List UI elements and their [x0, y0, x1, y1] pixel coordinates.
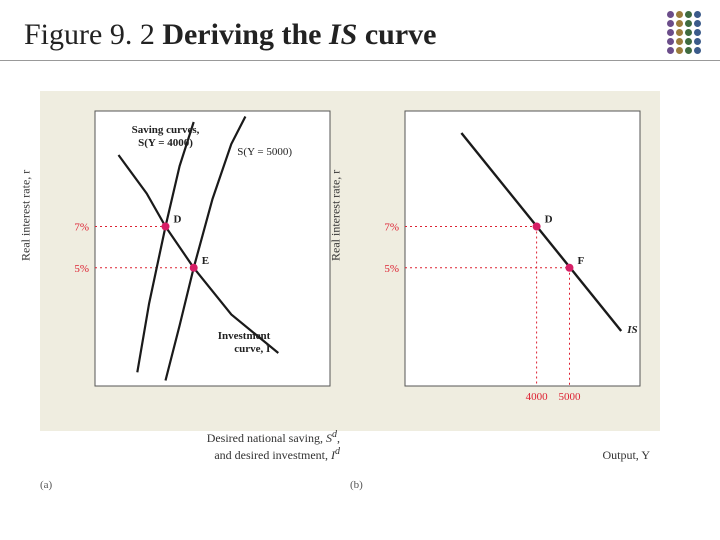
svg-text:4000: 4000 — [526, 391, 549, 403]
svg-text:5%: 5% — [74, 263, 89, 275]
panel-b-xlabel: Output, Y — [602, 448, 650, 463]
svg-text:S(Y = 5000): S(Y = 5000) — [237, 146, 292, 158]
svg-text:7%: 7% — [74, 222, 89, 234]
figure-title: Figure 9. 2 Deriving the IS curve — [24, 18, 696, 52]
title-italic: IS — [329, 18, 357, 51]
panel-a-tag: (a) — [40, 479, 52, 491]
svg-text:IS: IS — [626, 324, 637, 336]
svg-text:S(Y = 4000): S(Y = 4000) — [138, 137, 193, 149]
svg-text:Investment: Investment — [218, 330, 271, 342]
svg-text:D: D — [174, 214, 182, 226]
svg-text:F: F — [578, 255, 585, 267]
title-bold2: curve — [357, 18, 436, 51]
title-bar: Figure 9. 2 Deriving the IS curve — [0, 0, 720, 61]
svg-text:7%: 7% — [384, 222, 399, 234]
panel-b-tag: (b) — [350, 479, 363, 491]
decorative-dots — [666, 10, 702, 55]
panel-a: Real interest rate, r Desired national s… — [40, 91, 350, 431]
panel-a-xlabel: Desired national saving, Sd,and desired … — [140, 429, 340, 463]
svg-text:5%: 5% — [384, 263, 399, 275]
title-bold1: Deriving the — [162, 18, 329, 51]
panel-b: Real interest rate, r Output, Y (b) 7%5%… — [350, 91, 660, 431]
title-prefix: Figure 9. 2 — [24, 18, 162, 51]
svg-text:curve, I: curve, I — [234, 343, 270, 355]
svg-text:5000: 5000 — [559, 391, 582, 403]
svg-text:E: E — [202, 255, 209, 267]
svg-text:D: D — [545, 214, 553, 226]
figure-area: Real interest rate, r Desired national s… — [0, 61, 720, 441]
panel-b-ylabel: Real interest rate, r — [329, 170, 344, 261]
svg-text:Saving curves,: Saving curves, — [132, 124, 200, 136]
panel-a-ylabel: Real interest rate, r — [19, 170, 34, 261]
